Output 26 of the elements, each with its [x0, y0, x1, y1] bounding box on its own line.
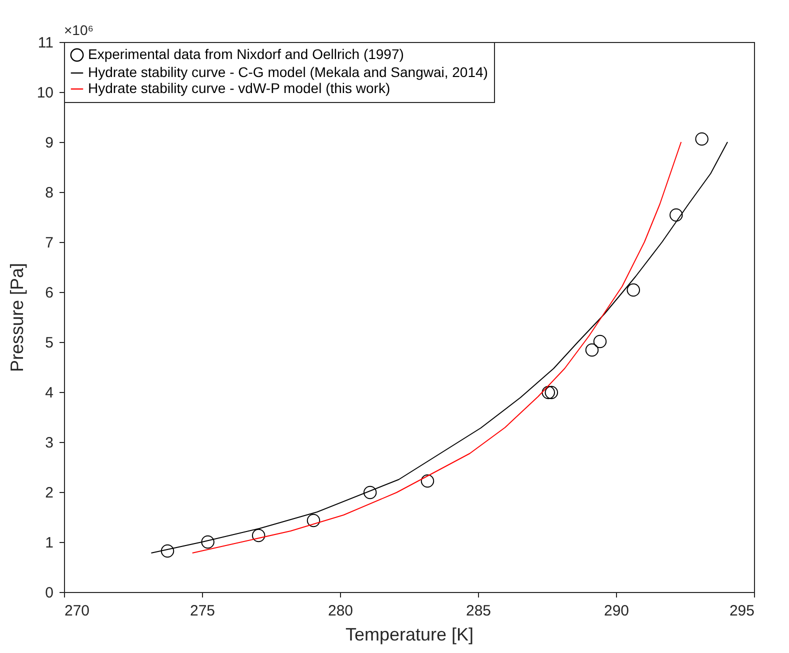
- y-tick-label: 0: [45, 584, 54, 602]
- line-series: [150, 142, 728, 554]
- x-tick-label: 280: [328, 602, 354, 620]
- y-tick-label: 1: [45, 534, 54, 552]
- x-tick-label: 270: [64, 602, 90, 620]
- x-tick-label: 275: [190, 602, 216, 620]
- x-tick-label: 295: [729, 602, 754, 620]
- y-tick-label: 3: [45, 434, 54, 452]
- y-axis-title: Pressure [Pa]: [6, 262, 27, 372]
- y-tick-label: 10: [36, 84, 54, 102]
- text: ×10⁶: [64, 22, 94, 38]
- y-tick-label: 7: [45, 234, 54, 252]
- x-axis-title: Temperature [K]: [345, 624, 474, 644]
- y-tick-label: 11: [38, 34, 54, 52]
- legend-label: Hydrate stability curve - vdW-P model (this work): [88, 80, 390, 96]
- legend-label: Experimental data from Nixdorf and Oellrich (1997): [88, 46, 404, 62]
- y-tick-label: 4: [45, 384, 54, 402]
- x-tick-label: 285: [466, 602, 492, 620]
- y-tick-label: 5: [45, 334, 54, 352]
- legend-label: Hydrate stability curve - C-G model (Mekala and Sangwai, 2014): [88, 64, 488, 80]
- y-tick-label: 6: [45, 284, 54, 302]
- line-series: [192, 142, 682, 554]
- y-tick-label: 9: [45, 134, 54, 152]
- y-tick-label: 2: [45, 484, 54, 502]
- x-tick-label: 290: [604, 602, 630, 620]
- y-tick-label: 8: [45, 184, 54, 202]
